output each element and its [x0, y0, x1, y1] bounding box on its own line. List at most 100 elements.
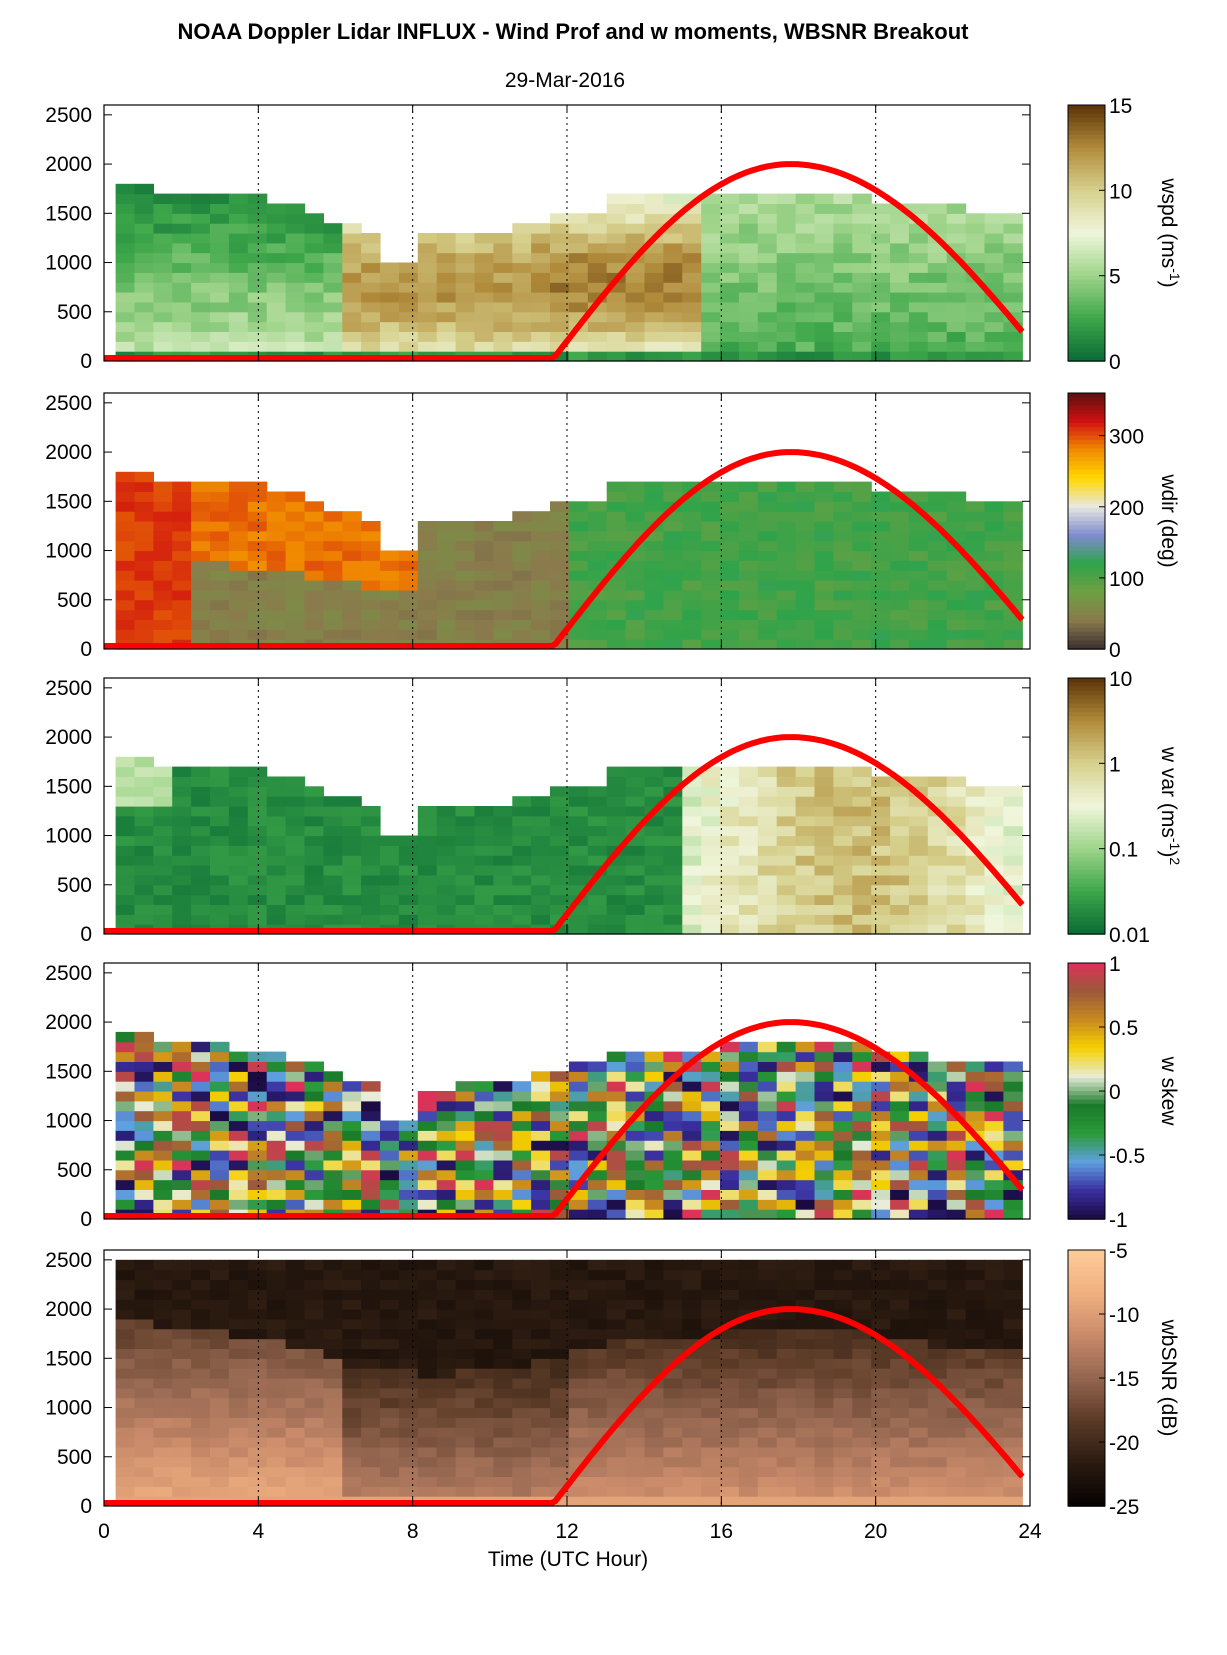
heatmap-cell: [833, 1387, 853, 1399]
heatmap-cell: [550, 262, 570, 273]
heatmap-cell: [852, 894, 872, 905]
heatmap-cell: [625, 321, 646, 332]
heatmap-cell: [436, 1378, 457, 1389]
heatmap-cell: [946, 1061, 967, 1072]
heatmap-cell: [852, 1081, 872, 1092]
heatmap-cell: [531, 282, 551, 293]
heatmap-cell: [266, 845, 287, 856]
heatmap-cell: [512, 825, 532, 837]
heatmap-cell: [210, 1328, 230, 1340]
heatmap-cell: [191, 1179, 211, 1190]
heatmap-cell: [984, 1496, 1004, 1507]
heatmap-cell: [701, 282, 721, 293]
heatmap-cell: [1003, 1120, 1023, 1131]
heatmap-cell: [795, 1318, 816, 1330]
heatmap-cell: [493, 1189, 513, 1200]
heatmap-cell: [890, 272, 910, 283]
heatmap-cell: [247, 806, 268, 817]
heatmap-cell: [323, 1071, 343, 1082]
heatmap-cell: [455, 914, 476, 925]
heatmap-cell: [172, 481, 192, 492]
heatmap-cell: [814, 1466, 834, 1477]
heatmap-cell: [568, 530, 589, 542]
heatmap-cell: [474, 1446, 494, 1458]
colorbar-swatch: [1068, 461, 1105, 467]
heatmap-cell: [776, 1179, 797, 1190]
heatmap-cell: [833, 1110, 853, 1122]
heatmap-cell: [568, 1358, 589, 1369]
heatmap-cell: [663, 589, 683, 601]
heatmap-cell: [455, 1407, 476, 1418]
heatmap-cell: [247, 213, 268, 224]
heatmap-cell: [172, 301, 192, 313]
heatmap-cell: [814, 550, 834, 561]
heatmap-cell: [871, 1209, 891, 1220]
heatmap-cell: [493, 884, 513, 896]
heatmap-cell: [833, 1476, 853, 1487]
heatmap-cell: [342, 874, 362, 886]
heatmap-cell: [908, 1368, 929, 1379]
heatmap-cell: [814, 1081, 834, 1092]
heatmap-cell: [984, 511, 1004, 522]
heatmap-cell: [228, 884, 249, 896]
heatmap-cell: [474, 1397, 494, 1409]
colorbar-swatch: [1068, 435, 1105, 441]
heatmap-cell: [890, 252, 910, 264]
heatmap-cell: [682, 282, 702, 293]
heatmap-cell: [701, 1309, 721, 1320]
heatmap-cell: [228, 1269, 249, 1281]
colorbar-swatch: [1068, 1210, 1105, 1216]
heatmap-cell: [814, 341, 834, 352]
heatmap-cell: [455, 884, 476, 896]
heatmap-cell: [191, 1259, 211, 1271]
heatmap-cell: [228, 1071, 249, 1082]
heatmap-cell: [720, 599, 740, 611]
heatmap-cell: [247, 786, 268, 797]
heatmap-cell: [531, 1417, 551, 1428]
heatmap-cell: [398, 1378, 419, 1389]
heatmap-cell: [455, 1179, 476, 1190]
colorbar-swatch: [1068, 418, 1105, 424]
heatmap-cell: [361, 341, 381, 352]
heatmap-cell: [474, 1159, 494, 1171]
heatmap-cell: [247, 629, 268, 640]
colorbar-swatch: [1068, 1343, 1105, 1349]
heatmap-cell: [417, 540, 438, 552]
heatmap-cell: [682, 1159, 702, 1171]
heatmap-cell: [965, 223, 986, 234]
heatmap-cell: [210, 1061, 230, 1072]
heatmap-cell: [342, 341, 362, 352]
heatmap-cell: [757, 1051, 778, 1062]
heatmap-cell: [417, 609, 438, 620]
heatmap-cell: [663, 272, 683, 283]
heatmap-cell: [946, 203, 967, 214]
heatmap-cell: [398, 884, 419, 896]
heatmap-cell: [682, 845, 702, 856]
heatmap-cell: [814, 599, 834, 611]
heatmap-cell: [833, 776, 853, 787]
colorbar-swatch: [1068, 870, 1105, 876]
heatmap-cell: [776, 1378, 797, 1389]
heatmap-cell: [625, 1318, 646, 1330]
heatmap-cell: [228, 904, 249, 915]
heatmap-cell: [1003, 904, 1023, 915]
heatmap-cell: [550, 1269, 570, 1281]
heatmap-cell: [228, 521, 249, 532]
heatmap-cell: [323, 570, 343, 581]
heatmap-cell: [493, 1289, 513, 1300]
heatmap-cell: [455, 1150, 476, 1161]
heatmap-cell: [890, 1051, 910, 1062]
heatmap-cell: [701, 1130, 721, 1141]
heatmap-cell: [946, 1318, 967, 1330]
heatmap-cell: [304, 865, 324, 876]
heatmap-cell: [115, 1338, 136, 1349]
heatmap-cell: [795, 311, 816, 323]
colorbar-swatch: [1068, 486, 1105, 492]
heatmap-cell: [115, 213, 136, 224]
heatmap-cell: [644, 580, 664, 591]
heatmap-cell: [436, 1199, 457, 1210]
heatmap-cell: [965, 796, 986, 807]
heatmap-cell: [115, 1110, 136, 1122]
heatmap-cell: [153, 1169, 173, 1181]
heatmap-cell: [474, 874, 494, 886]
